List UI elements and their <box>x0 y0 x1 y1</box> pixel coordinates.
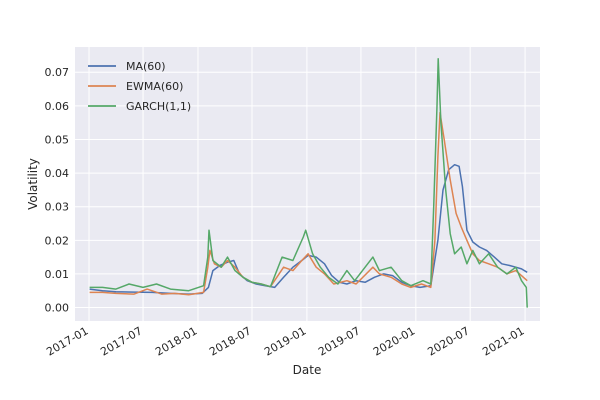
x-tick-label: 2017-07 <box>98 324 144 358</box>
x-tick-label: 2019-07 <box>316 324 362 358</box>
legend-label: EWMA(60) <box>126 80 183 93</box>
legend-label: MA(60) <box>126 60 166 73</box>
x-tick-label: 2020-07 <box>425 324 471 358</box>
y-tick-label: 0.00 <box>45 302 70 315</box>
y-axis-label: Volatility <box>26 158 40 210</box>
x-tick-label: 2019-01 <box>262 324 308 358</box>
y-tick-label: 0.04 <box>45 167 70 180</box>
y-tick-label: 0.02 <box>45 234 70 247</box>
y-tick-label: 0.05 <box>45 133 70 146</box>
series-line-2 <box>89 58 528 308</box>
x-tick-label: 2021-01 <box>480 324 526 358</box>
x-tick-label: 2018-01 <box>153 324 199 358</box>
grid-lines <box>75 47 540 321</box>
legend: MA(60) EWMA(60) GARCH(1,1) <box>88 60 191 113</box>
series-line-1 <box>89 111 528 296</box>
x-tick-label: 2017-01 <box>44 324 90 358</box>
legend-label: GARCH(1,1) <box>126 100 191 113</box>
y-tick-label: 0.01 <box>45 268 70 281</box>
x-tick-label: 2020-01 <box>371 324 417 358</box>
y-tick-label: 0.07 <box>45 66 70 79</box>
data-series <box>89 58 528 308</box>
series-line-0 <box>89 163 528 295</box>
y-tick-label: 0.06 <box>45 100 70 113</box>
y-tick-label: 0.03 <box>45 201 70 214</box>
x-axis-label: Date <box>293 363 322 377</box>
x-tick-label: 2018-07 <box>207 324 253 358</box>
